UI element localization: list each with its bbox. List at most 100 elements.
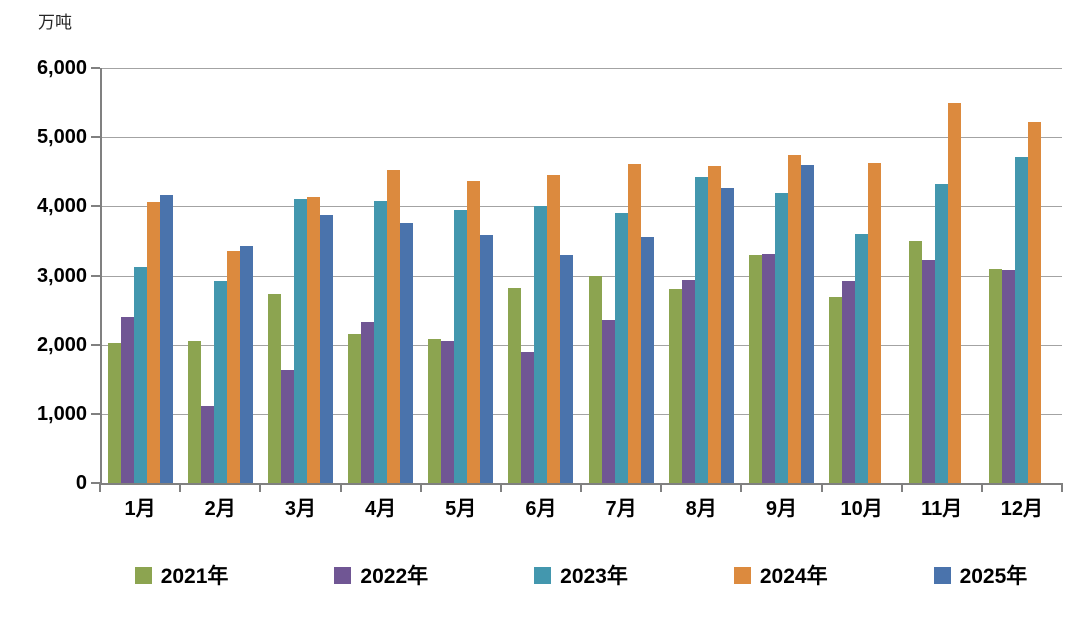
bar-2023年-1月	[133, 266, 147, 483]
bar-2022年-8月	[681, 279, 695, 483]
bar-2025年-9月	[800, 164, 814, 483]
bar-2023年-10月	[855, 234, 869, 483]
bar-2024年-10月	[868, 163, 882, 483]
bar-2024年-3月	[306, 197, 320, 483]
legend-swatch-icon	[534, 566, 552, 584]
x-axis-label-6月: 6月	[525, 498, 557, 520]
x-axis-tick	[980, 483, 983, 492]
bar-2023年-3月	[293, 199, 307, 483]
gridline-1000	[100, 413, 1062, 415]
x-axis-tick	[900, 483, 903, 492]
x-axis	[100, 483, 1063, 485]
y-axis-tick-label: 6,000	[36, 57, 87, 79]
bar-2021年-10月	[829, 296, 843, 483]
bar-2021年-5月	[428, 339, 442, 483]
bar-2021年-9月	[748, 255, 762, 483]
bar-2021年-4月	[348, 334, 362, 483]
x-axis-tick	[259, 483, 262, 492]
bar-2025年-1月	[159, 195, 173, 483]
bar-2024年-4月	[387, 170, 401, 483]
bar-2021年-3月	[267, 294, 281, 483]
bar-2022年-10月	[842, 281, 856, 483]
legend-swatch-icon	[134, 566, 152, 584]
x-axis-label-2月: 2月	[204, 498, 236, 520]
bar-2024年-12月	[1028, 121, 1042, 483]
legend-swatch-icon	[334, 566, 352, 584]
bar-2025年-8月	[720, 187, 734, 483]
y-axis-tick-label: 1,000	[36, 402, 87, 425]
bar-2023年-12月	[1015, 157, 1029, 483]
gridline-5000	[100, 137, 1062, 139]
x-axis-tick	[419, 483, 422, 492]
bar-2025年-2月	[239, 245, 253, 483]
bar-2022年-7月	[601, 320, 615, 483]
y-axis-tick-3000	[91, 274, 100, 277]
y-axis	[100, 68, 102, 484]
bar-2021年-11月	[909, 240, 923, 483]
x-axis-tick	[820, 483, 823, 492]
bar-2025年-3月	[319, 215, 333, 483]
x-axis-tick	[499, 483, 502, 492]
bar-2025年-7月	[640, 236, 654, 483]
legend: 2021年 2022年 2023年 2024年 2025年	[100, 560, 1062, 590]
bar-2023年-2月	[213, 281, 227, 483]
bar-2023年-9月	[774, 192, 788, 483]
x-axis-tick	[179, 483, 182, 492]
legend-item-2022年: 2022年	[334, 560, 428, 590]
bar-2024年-6月	[547, 175, 561, 483]
bar-2024年-2月	[226, 250, 240, 483]
legend-label: 2022年	[360, 565, 429, 588]
bar-2022年-2月	[200, 405, 214, 483]
x-axis-label-10月: 10月	[840, 498, 883, 520]
gridline-2000	[100, 344, 1062, 346]
bar-2022年-4月	[361, 321, 375, 483]
y-axis-tick-label: 0	[75, 472, 87, 494]
x-axis-tick	[99, 483, 101, 492]
y-axis-tick-5000	[91, 136, 100, 139]
x-axis-label-1月: 1月	[124, 498, 156, 520]
bar-2022年-3月	[280, 370, 294, 483]
y-axis-tick-label: 2,000	[36, 333, 87, 356]
x-axis-tick	[339, 483, 342, 492]
gridline-3000	[100, 275, 1062, 277]
bar-2024年-5月	[467, 180, 481, 483]
gridline-6000	[100, 68, 1062, 69]
legend-label: 2021年	[160, 565, 229, 588]
x-axis-label-5月: 5月	[445, 498, 477, 520]
bar-2025年-5月	[480, 234, 494, 483]
bar-2024年-9月	[787, 155, 801, 483]
x-axis-label-11月: 11月	[921, 498, 963, 520]
y-axis-tick-label: 5,000	[36, 126, 87, 149]
x-axis-label-7月: 7月	[605, 498, 637, 520]
x-axis-tick	[580, 483, 582, 492]
y-axis-tick-2000	[91, 343, 100, 346]
y-axis-tick-0	[91, 482, 100, 484]
legend-item-2021年: 2021年	[134, 560, 229, 590]
bar-2022年-5月	[441, 341, 455, 483]
legend-item-2025年: 2025年	[933, 560, 1028, 590]
legend-label: 2024年	[759, 565, 828, 588]
y-axis-unit-label: 万吨	[38, 13, 72, 32]
gridline-4000	[100, 206, 1062, 208]
legend-swatch-icon	[733, 566, 751, 584]
bar-2025年-6月	[560, 254, 574, 483]
bar-2023年-4月	[374, 201, 388, 483]
x-axis-label-4月: 4月	[365, 498, 397, 520]
bar-2022年-9月	[761, 254, 775, 483]
bar-2022年-1月	[120, 317, 134, 483]
bar-2024年-11月	[948, 102, 962, 483]
legend-item-2024年: 2024年	[733, 560, 828, 590]
bar-2021年-7月	[588, 275, 602, 483]
legend-swatch-icon	[933, 566, 951, 584]
y-axis-tick-6000	[91, 67, 100, 69]
y-axis-tick-label: 3,000	[36, 264, 87, 287]
bar-2022年-12月	[1002, 269, 1016, 483]
x-axis-tick	[660, 483, 663, 492]
legend-label: 2025年	[959, 565, 1028, 588]
x-axis-tick	[740, 483, 743, 492]
bar-2022年-6月	[521, 352, 535, 483]
bar-2025年-4月	[400, 222, 414, 483]
legend-item-2023年: 2023年	[534, 560, 628, 590]
bar-2021年-6月	[508, 287, 522, 483]
y-axis-tick-1000	[91, 412, 100, 415]
